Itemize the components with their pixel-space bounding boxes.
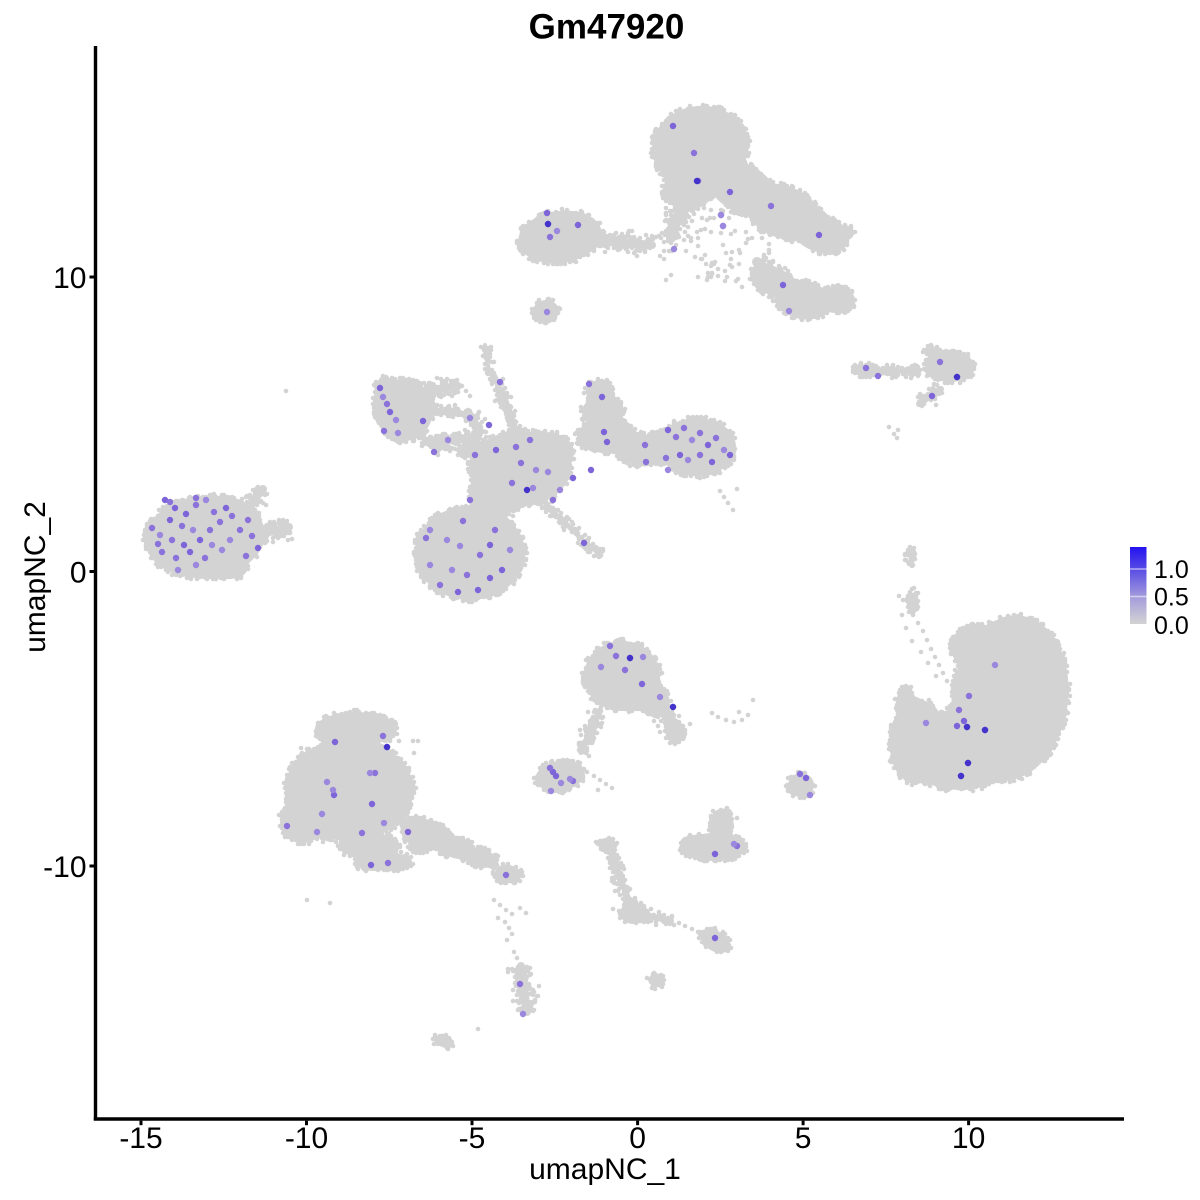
svg-text:5: 5 bbox=[795, 1122, 812, 1155]
svg-text:10: 10 bbox=[952, 1122, 985, 1155]
svg-text:umapNC_2: umapNC_2 bbox=[19, 501, 52, 653]
svg-text:umapNC_1: umapNC_1 bbox=[529, 1153, 681, 1186]
svg-text:-15: -15 bbox=[119, 1122, 162, 1155]
svg-text:-10: -10 bbox=[43, 851, 86, 884]
svg-text:0.0: 0.0 bbox=[1154, 612, 1189, 640]
svg-text:-10: -10 bbox=[285, 1122, 328, 1155]
svg-text:-5: -5 bbox=[459, 1122, 486, 1155]
svg-text:1.0: 1.0 bbox=[1154, 556, 1189, 584]
svg-text:10: 10 bbox=[53, 262, 86, 295]
svg-text:0: 0 bbox=[629, 1122, 646, 1155]
svg-text:0: 0 bbox=[70, 557, 87, 590]
svg-text:0.5: 0.5 bbox=[1154, 584, 1189, 612]
svg-text:Gm47920: Gm47920 bbox=[529, 8, 685, 47]
